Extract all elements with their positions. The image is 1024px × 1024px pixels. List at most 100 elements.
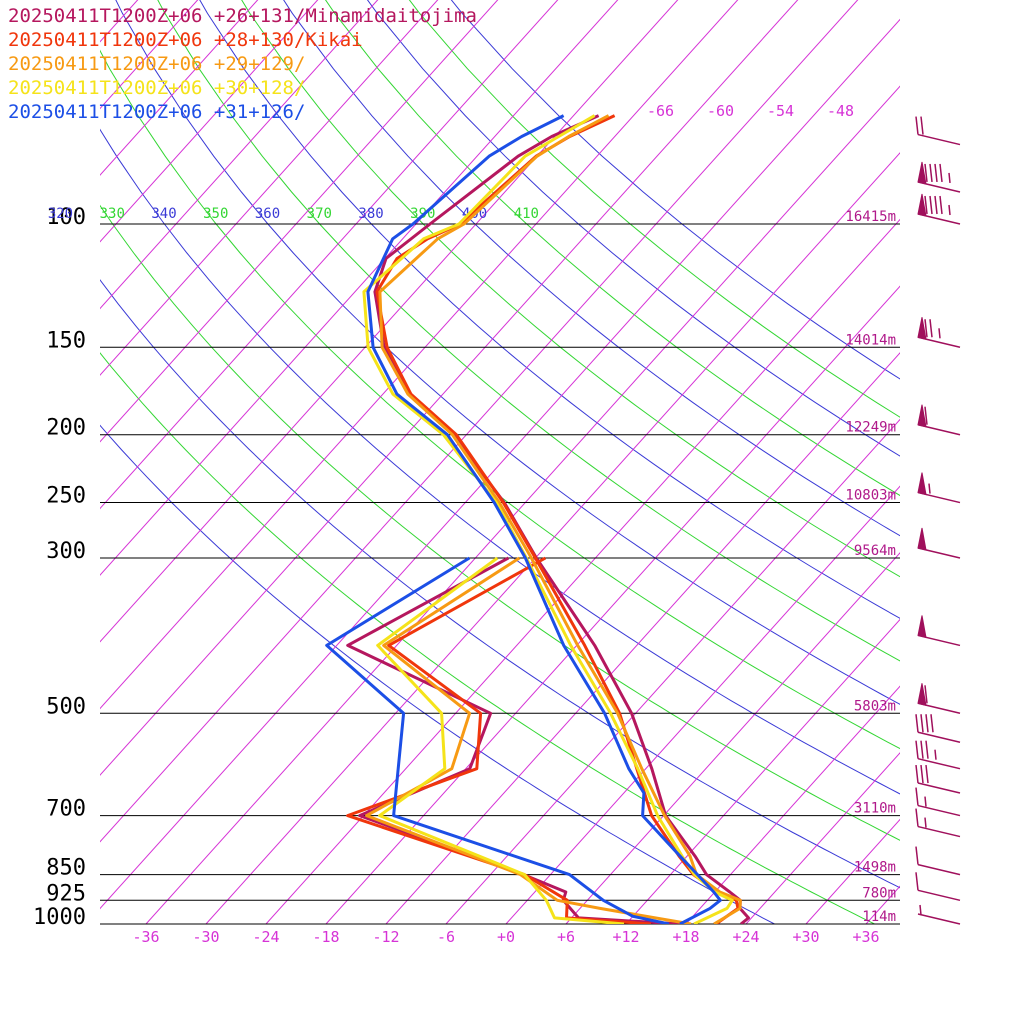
isotherm-36	[865, 885, 900, 924]
isotherm--84	[100, 0, 499, 443]
x-tick-label: -24	[252, 928, 279, 946]
x-tick-label: -12	[372, 928, 399, 946]
pressure-label-850: 850	[46, 856, 86, 881]
x-tick-label: -36	[132, 928, 159, 946]
height-label-1000: 114m	[862, 909, 896, 925]
wind-barb-staff	[917, 804, 961, 817]
wind-barb-flag	[925, 714, 929, 733]
wind-barb-half-flag	[948, 204, 951, 216]
isotherm-12	[625, 618, 900, 924]
wind-barb-flag	[939, 195, 943, 215]
wind-barb-half-flag	[928, 483, 931, 494]
isotherm-42	[926, 0, 1024, 924]
isotherm--114	[100, 0, 199, 110]
legend-entry-30-128: 20250411T1200Z+06 +30+128/	[8, 77, 306, 99]
dewpoint-line-2	[365, 556, 692, 924]
dry-adiabat-310	[100, 352, 875, 924]
height-label-500: 5803m	[854, 698, 896, 714]
pressure-label-925: 925	[46, 881, 86, 906]
wind-barb-flag	[915, 714, 919, 733]
pressure-label-300: 300	[46, 539, 86, 564]
wind-barb-flag	[939, 163, 943, 183]
theta-label-330: 330	[100, 206, 125, 222]
isotherm--102	[100, 0, 319, 243]
wind-barb-flag	[929, 163, 933, 183]
isotherm--24	[265, 218, 900, 924]
wind-barb-staff	[917, 863, 961, 876]
theta-label-340: 340	[151, 206, 176, 222]
isotherm-label--54: -54	[767, 102, 794, 120]
temperature-line-2	[378, 114, 742, 924]
wind-barb-flag	[929, 195, 933, 215]
wind-barb-flag	[915, 764, 919, 784]
isotherm--36	[145, 85, 900, 924]
x-tick-label: -6	[437, 928, 455, 946]
wind-barb-half-flag	[924, 796, 927, 807]
pressure-label-250: 250	[46, 484, 86, 509]
x-tick-label: +18	[672, 928, 699, 946]
wind-barb-flag	[915, 846, 919, 865]
temperature-line-3	[362, 114, 734, 924]
wind-barb-flag	[924, 195, 928, 215]
legend-entry-kikai: 20250411T1200Z+06 +28+130/Kikai	[8, 29, 363, 51]
dewpoint-line-1	[346, 556, 652, 924]
wind-barb-staff	[917, 782, 961, 794]
x-tick-label: +36	[852, 928, 879, 946]
wind-barb-flag	[924, 685, 928, 704]
isotherm--90	[100, 0, 439, 376]
temperature-line-0	[373, 114, 750, 924]
height-label-300: 9564m	[854, 543, 896, 559]
isobars	[100, 223, 900, 925]
wind-barb-flag	[934, 195, 938, 215]
isotherm--108	[100, 0, 259, 176]
wind-barb-staff	[917, 731, 961, 743]
wind-barb-half-flag	[919, 904, 922, 916]
pressure-label-1000: 1000	[33, 905, 86, 930]
theta-label-410: 410	[514, 206, 539, 222]
isotherm-label--66: -66	[647, 102, 674, 120]
wind-barb-flag	[925, 764, 929, 784]
dry-adiabat-400	[283, 0, 900, 537]
height-label-700: 3110m	[854, 801, 896, 817]
wind-barb-pennant	[917, 161, 927, 185]
wind-barb-pennant	[917, 404, 927, 428]
wind-barb-pennant	[917, 527, 927, 551]
pressure-label-100: 100	[46, 205, 86, 230]
theta-label-320: 320	[48, 206, 73, 222]
pressure-label-700: 700	[46, 797, 86, 822]
dry-adiabat-350	[100, 49, 900, 750]
wind-barb-flag	[920, 764, 924, 784]
wind-barb-half-flag	[938, 328, 941, 339]
wind-barb-flag	[925, 740, 929, 759]
axis-labels: 100 16415m 150 14014m 200 12249m 250 10803m 300 9…	[33, 102, 896, 946]
wind-barb-pennant	[917, 472, 927, 496]
wind-barb-pennant	[917, 683, 927, 706]
wind-barb-staff	[917, 133, 961, 146]
wind-barbs	[915, 116, 961, 925]
height-label-150: 14014m	[845, 332, 896, 348]
x-tick-label: +30	[792, 928, 819, 946]
isotherm--6	[445, 418, 900, 924]
height-label-850: 1498m	[854, 860, 896, 876]
wind-barb-staff	[917, 757, 961, 770]
wind-barb-flag	[915, 872, 919, 891]
wind-barb-pennant	[917, 317, 927, 340]
isotherm--120	[100, 0, 139, 43]
wind-barb-flag	[915, 808, 919, 827]
theta-label-380: 380	[358, 206, 383, 222]
wind-barb-half-flag	[924, 817, 927, 828]
isotherm--66	[100, 0, 679, 643]
legend-entry-29-129: 20250411T1200Z+06 +29+129/	[8, 53, 306, 75]
wind-barb-staff	[917, 913, 961, 925]
wind-barb-staff	[917, 825, 961, 838]
dewpoint-line-3	[376, 556, 625, 924]
x-tick-label: +0	[497, 928, 515, 946]
wind-barb-flag	[920, 714, 924, 733]
isotherm-6	[565, 552, 900, 924]
wind-barb-flag	[924, 163, 928, 183]
wind-barb-flag	[929, 319, 933, 338]
wind-barb-flag	[924, 319, 928, 338]
wind-barb-flag	[934, 163, 938, 183]
wind-barb-flag	[930, 714, 934, 733]
